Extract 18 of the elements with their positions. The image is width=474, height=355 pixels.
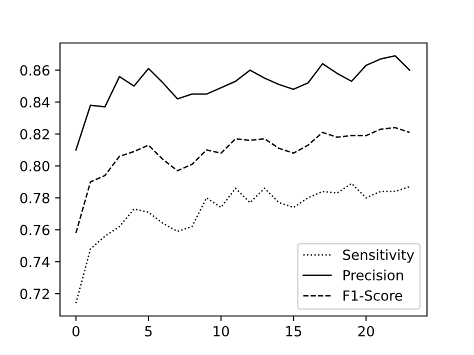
- line-series: [75, 126, 410, 234]
- y-tick-label: 0.74: [20, 256, 50, 268]
- legend-label: Sensitivity: [343, 249, 414, 263]
- y-tick-label: 0.76: [20, 224, 50, 236]
- y-tick-label: 0.80: [20, 160, 50, 172]
- x-tick-label: 10: [214, 326, 229, 336]
- y-tick-label: 0.72: [20, 288, 49, 300]
- y-tick-label: 0.82: [20, 128, 49, 140]
- y-tick-label: 0.86: [20, 65, 50, 76]
- line-series: [75, 55, 410, 151]
- x-tick-label: 5: [145, 326, 152, 336]
- x-tick-label: 20: [358, 326, 374, 336]
- x-tick-label: 0: [72, 326, 80, 336]
- legend-label: Precision: [344, 270, 403, 280]
- legend-label: F1-Score: [344, 290, 402, 301]
- y-tick-label: 0.78: [20, 192, 50, 204]
- x-tick-label: 15: [286, 326, 302, 336]
- y-tick-label: 0.84: [20, 97, 50, 108]
